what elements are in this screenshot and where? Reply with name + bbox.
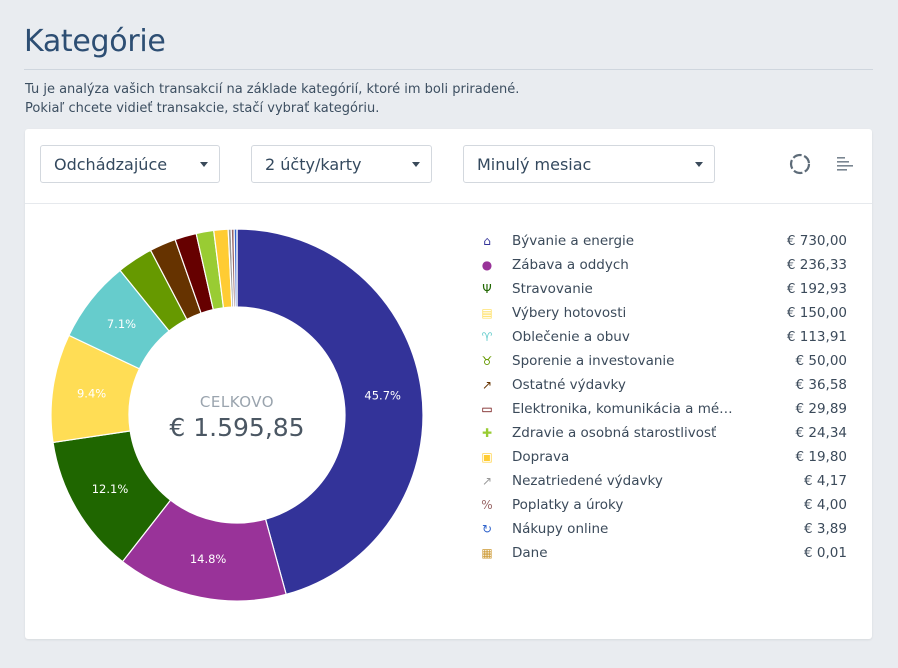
legend-item-name: Nákupy online: [512, 521, 609, 537]
legend-item[interactable]: ↻ Nákupy online € 3,89: [477, 517, 847, 541]
legend-item[interactable]: ▭ Elektronika, komunikácia a mé… € 29,89: [477, 397, 847, 421]
cutlery-icon: Ψ: [482, 282, 492, 296]
legend-item-name: Ostatné výdavky: [512, 377, 626, 393]
donut-chart-svg: 45.7% 14.8% 12.1% 9.4% 7.1%: [50, 228, 424, 602]
legend-item-name: Dane: [512, 545, 548, 561]
total-value: € 1.595,85: [169, 413, 305, 442]
direction-dropdown[interactable]: Odchádzajúce: [40, 145, 220, 183]
page-title: Kategórie: [24, 24, 166, 59]
legend-item-value: € 24,34: [795, 425, 847, 441]
legend-item-value: € 236,33: [786, 257, 847, 273]
page-intro: Tu je analýza vašich transakcií na zákla…: [25, 80, 519, 118]
legend-item-name: Stravovanie: [512, 281, 593, 297]
devices-icon: ▭: [481, 402, 493, 416]
chevron-down-icon: [412, 162, 420, 167]
legend-item[interactable]: ♈ Oblečenie a obuv € 113,91: [477, 325, 847, 349]
legend-item-name: Sporenie a investovanie: [512, 353, 675, 369]
legend-item-name: Zdravie a osobná starostlivosť: [512, 425, 717, 441]
toolbar-divider: [25, 203, 872, 204]
piggy-bank-icon: ♉: [481, 354, 493, 368]
accounts-value: 2 účty/karty: [265, 154, 362, 174]
total-label: CELKOVO: [199, 393, 275, 411]
bus-icon: ▣: [481, 450, 493, 464]
categories-card: Odchádzajúce 2 účty/karty Minulý mesiac …: [25, 129, 872, 639]
legend-item[interactable]: ● Zábava a oddych € 236,33: [477, 253, 847, 277]
house-icon: ⌂: [483, 234, 491, 248]
legend-item[interactable]: Ψ Stravovanie € 192,93: [477, 277, 847, 301]
arrow-out-light-icon: ↗: [481, 474, 493, 488]
legend-item-value: € 3,89: [804, 521, 847, 537]
legend-item-name: Poplatky a úroky: [512, 497, 624, 513]
legend-item-name: Bývanie a energie: [512, 233, 635, 249]
donut-slice[interactable]: [236, 228, 424, 596]
arrow-out-icon: ↗: [481, 378, 493, 392]
legend-item[interactable]: ⌂ Bývanie a energie € 730,00: [477, 229, 847, 253]
legend-item[interactable]: ✚ Zdravie a osobná starostlivosť € 24,34: [477, 421, 847, 445]
legend-item-value: € 0,01: [804, 545, 847, 561]
legend-item-value: € 36,58: [795, 377, 847, 393]
legend-item-value: € 29,89: [795, 401, 847, 417]
legend-item[interactable]: ▦ Dane € 0,01: [477, 541, 847, 565]
donut-chart-icon[interactable]: [787, 151, 813, 177]
legend-item-value: € 192,93: [786, 281, 847, 297]
intro-line-2: Pokiaľ chcete vidieť transakcie, stačí v…: [25, 101, 380, 116]
legend-item[interactable]: ↗ Ostatné výdavky € 36,58: [477, 373, 847, 397]
chevron-down-icon: [695, 162, 703, 167]
period-dropdown[interactable]: Minulý mesiac: [463, 145, 715, 183]
cart-icon: ↻: [481, 522, 493, 536]
legend-item-value: € 113,91: [786, 329, 847, 345]
chevron-down-icon: [200, 162, 208, 167]
period-value: Minulý mesiac: [477, 154, 592, 174]
legend-item[interactable]: ↗ Nezatriedené výdavky € 4,17: [477, 469, 847, 493]
accounts-dropdown[interactable]: 2 účty/karty: [251, 145, 432, 183]
legend-item-value: € 150,00: [786, 305, 847, 321]
legend-item-name: Výbery hotovosti: [512, 305, 627, 321]
tax-icon: ▦: [481, 546, 493, 560]
legend-item-value: € 4,00: [804, 497, 847, 513]
legend-item[interactable]: ▤ Výbery hotovosti € 150,00: [477, 301, 847, 325]
direction-value: Odchádzajúce: [54, 154, 168, 174]
fee-icon: %: [481, 498, 493, 512]
slice-label: 7.1%: [107, 317, 136, 331]
legend-item-name: Nezatriedené výdavky: [512, 473, 663, 489]
legend-item-value: € 19,80: [795, 449, 847, 465]
medkit-icon: ✚: [481, 426, 493, 440]
legend-item-value: € 4,17: [804, 473, 847, 489]
slice-label: 9.4%: [77, 386, 106, 400]
legend-item-name: Doprava: [512, 449, 570, 465]
legend-item-value: € 50,00: [795, 353, 847, 369]
slice-label: 12.1%: [92, 482, 129, 496]
donut-chart: 45.7% 14.8% 12.1% 9.4% 7.1% CELKOVO € 1.595,…: [47, 225, 427, 611]
legend-item-name: Zábava a oddych: [512, 257, 629, 273]
legend-item-name: Oblečenie a obuv: [512, 329, 630, 345]
ball-icon: ●: [481, 258, 493, 272]
title-divider: [24, 69, 873, 70]
category-legend: ⌂ Bývanie a energie € 730,00 ● Zábava a oddy…: [477, 229, 847, 565]
legend-item[interactable]: % Poplatky a úroky € 4,00: [477, 493, 847, 517]
legend-item-value: € 730,00: [786, 233, 847, 249]
sort-list-icon[interactable]: [833, 151, 859, 177]
intro-line-1: Tu je analýza vašich transakcií na zákla…: [25, 82, 520, 97]
slice-label: 14.8%: [190, 552, 227, 566]
slice-label: 45.7%: [364, 388, 401, 402]
shirt-icon: ♈: [481, 330, 493, 344]
legend-item[interactable]: ▣ Doprava € 19,80: [477, 445, 847, 469]
legend-item[interactable]: ♉ Sporenie a investovanie € 50,00: [477, 349, 847, 373]
atm-icon: ▤: [481, 306, 493, 320]
legend-item-name: Elektronika, komunikácia a mé…: [512, 401, 733, 417]
